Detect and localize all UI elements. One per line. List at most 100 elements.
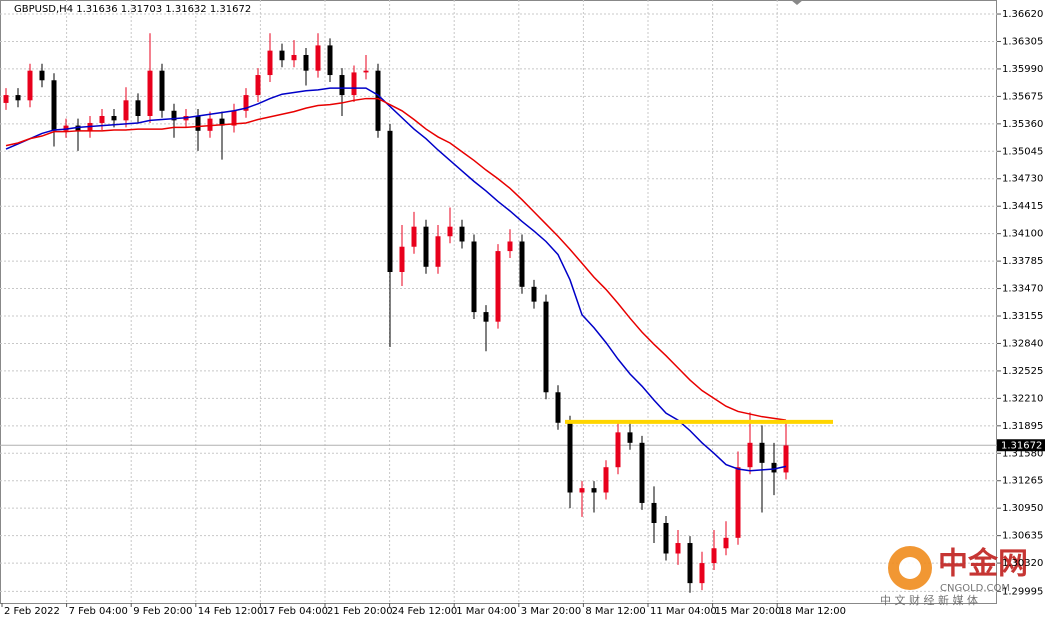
x-tick-label: 21 Feb 20:00 [327, 606, 393, 617]
y-tick-label: 1.33785 [1002, 256, 1043, 267]
y-tick-label: 1.31580 [1002, 448, 1043, 459]
watermark-site: CNGOLD.COM [940, 583, 1010, 594]
candle-body [651, 502, 657, 523]
y-tick-label: 1.36620 [1002, 9, 1043, 20]
marks [3, 33, 789, 593]
x-tick-label: 18 Mar 12:00 [779, 606, 846, 617]
x-tick-label: 24 Feb 12:00 [392, 606, 458, 617]
grid [0, 0, 997, 603]
candle-body [327, 45, 333, 76]
x-tick-label: 1 Mar 04:00 [456, 606, 516, 617]
y-tick-label: 1.35045 [1002, 146, 1043, 157]
candle-body [27, 70, 33, 101]
candle-body [387, 130, 393, 272]
candle-body [615, 432, 621, 468]
candle-body [375, 70, 381, 131]
candle-body [351, 72, 357, 96]
x-tick-label: 17 Feb 04:00 [262, 606, 328, 617]
candle-body [123, 100, 129, 121]
watermark-brand: 中金网 [938, 547, 1028, 582]
candle-body [363, 70, 369, 73]
candle-body [147, 70, 153, 116]
y-tick-label: 1.32210 [1002, 393, 1043, 404]
y-tick-label: 1.29995 [1002, 586, 1043, 597]
x-tick-label: 3 Mar 20:00 [521, 606, 581, 617]
candle-body [339, 75, 345, 96]
candle-body [459, 226, 465, 242]
candle-body [255, 75, 261, 96]
candle-body [111, 115, 117, 121]
candle-body [3, 95, 9, 103]
moving-average [5, 97, 787, 421]
candle-body [423, 226, 429, 267]
candle-body [471, 241, 477, 313]
candle-body [519, 241, 525, 287]
candle-body [663, 522, 669, 554]
x-tick-label: 15 Mar 20:00 [715, 606, 782, 617]
y-tick-label: 1.30950 [1002, 503, 1043, 514]
candle-body [303, 54, 309, 71]
y-tick-label: 1.35675 [1002, 91, 1043, 102]
last-price-label: 1.31672 [1001, 440, 1042, 451]
candle-body [435, 236, 441, 267]
y-tick-label: 1.31265 [1002, 476, 1043, 487]
x-tick-label: 2 Feb 2022 [4, 606, 60, 617]
candle-body [675, 543, 681, 554]
candle-body [567, 422, 573, 493]
y-tick-label: 1.35360 [1002, 119, 1043, 130]
candle-body [771, 462, 777, 473]
candle-body [687, 543, 693, 584]
candle-body [699, 563, 705, 584]
x-tick-label: 11 Mar 04:00 [650, 606, 717, 617]
y-tick-label: 1.30635 [1002, 531, 1043, 542]
candle-body [411, 226, 417, 247]
x-tick-label: 7 Feb 04:00 [69, 606, 128, 617]
candle-body [747, 442, 753, 468]
candle-body [39, 70, 45, 81]
y-tick-label: 1.36305 [1002, 36, 1043, 47]
candle-body [219, 118, 225, 126]
candle-body [483, 312, 489, 322]
y-tick-label: 1.33155 [1002, 311, 1043, 322]
x-tick-label: 8 Mar 12:00 [585, 606, 645, 617]
candle-body [759, 442, 765, 463]
candle-body [591, 488, 597, 493]
y-tick-label: 1.34730 [1002, 174, 1043, 185]
y-tick-label: 1.31895 [1002, 421, 1043, 432]
candle-body [243, 95, 249, 111]
candle-body [207, 118, 213, 131]
candle-body [63, 125, 69, 131]
y-tick-label: 1.32525 [1002, 366, 1043, 377]
candle-body [231, 110, 237, 126]
x-tick-label: 9 Feb 20:00 [133, 606, 192, 617]
y-tick-label: 1.35990 [1002, 64, 1043, 75]
chart-title: GBPUSD,H4 1.31636 1.31703 1.31632 1.3167… [14, 4, 251, 15]
y-tick-label: 1.34415 [1002, 201, 1043, 212]
candle-body [135, 100, 141, 116]
watermark-tagline: 中 文 财 经 新 媒 体 [880, 593, 978, 607]
candle-body [495, 251, 501, 322]
candle-body [315, 45, 321, 71]
candle-body [783, 445, 789, 473]
candle-body [447, 226, 453, 237]
candle-body [291, 54, 297, 61]
candle-body [723, 537, 729, 549]
last-price-box [997, 439, 1045, 452]
candle-body [75, 125, 81, 131]
candle-body [99, 115, 105, 123]
candle-body [171, 110, 177, 121]
y-tick-label: 1.30320 [1002, 558, 1043, 569]
shift-marker [791, 0, 803, 5]
candle-body [51, 80, 57, 131]
y-tick-label: 1.33470 [1002, 284, 1043, 295]
candle-body [543, 301, 549, 393]
watermark: 中金网 CNGOLD.COM 中 文 财 经 新 媒 体 [880, 546, 1028, 607]
candle-body [159, 70, 165, 111]
logo-inner [899, 557, 921, 579]
candle-body [267, 50, 273, 76]
candle-body [279, 50, 285, 61]
y-tick-label: 1.34100 [1002, 229, 1043, 240]
candle-body [603, 467, 609, 493]
candle-body [531, 286, 537, 302]
